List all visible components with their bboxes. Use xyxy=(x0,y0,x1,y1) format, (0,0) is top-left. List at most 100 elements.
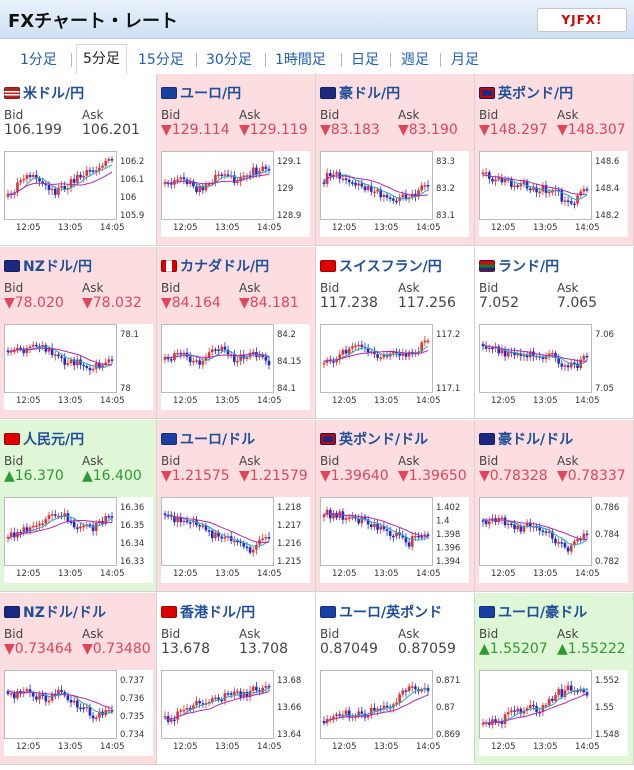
candle xyxy=(98,711,101,718)
pair-name-link[interactable]: スイスフラン/円 xyxy=(320,256,442,276)
y-tick-label: 1.394 xyxy=(436,557,460,567)
candle xyxy=(226,693,230,695)
tab-15min[interactable]: 15分足 xyxy=(138,52,184,68)
candle xyxy=(376,189,379,192)
candle xyxy=(104,710,107,716)
candle xyxy=(420,342,423,352)
y-tick-label: 0.736 xyxy=(120,694,144,704)
pair-name-link[interactable]: 英ポンド/ドル xyxy=(320,429,428,449)
rate-card[interactable]: 米ドル/円 Bid Ask 106.199 106.201 106.2 106.1 106 10… xyxy=(0,74,157,246)
y-tick-label: 13.68 xyxy=(277,676,301,686)
moving-average-line xyxy=(164,691,270,721)
pair-name-link[interactable]: カナダドル/円 xyxy=(161,256,269,276)
pair-name: 香港ドル/円 xyxy=(180,605,256,621)
rate-card[interactable]: 香港ドル/円 Bid Ask 13.678 13.708 13.68 13.66 13.64 1… xyxy=(157,593,316,765)
candle xyxy=(6,350,10,353)
candle xyxy=(248,690,252,698)
pair-name-link[interactable]: 豪ドル/円 xyxy=(320,83,400,103)
candle xyxy=(242,691,246,698)
mini-candlestick-chart[interactable]: 1.218 1.217 1.216 1.215 12:05 13:05 14:05 xyxy=(161,497,310,583)
mini-candlestick-chart[interactable]: 106.2 106.1 106 105.9 12:05 13:05 14:05 xyxy=(4,151,153,237)
pair-name-link[interactable]: 米ドル/円 xyxy=(4,83,84,103)
tab-5min[interactable]: 5分足 xyxy=(76,44,127,75)
mini-candlestick-chart[interactable]: 0.786 0.784 0.782 12:05 13:05 14:05 xyxy=(479,497,628,583)
candle xyxy=(223,174,227,176)
pair-name-link[interactable]: NZドル/円 xyxy=(4,256,92,276)
rate-card[interactable]: 英ポンド/ドル Bid Ask ▼1.39640 ▼1.39650 1.402 1.4 1.3… xyxy=(316,420,475,592)
mini-candlestick-chart[interactable]: 84.2 84.15 84.1 12:05 13:05 14:05 xyxy=(161,324,310,410)
pair-name: 英ポンド/ドル xyxy=(339,432,429,448)
y-tick-label: 13.64 xyxy=(277,730,301,740)
rate-card[interactable]: ユーロ/豪ドル Bid Ask ▲1.55207 ▲1.55222 1.552 1.55 1.… xyxy=(475,593,634,765)
mini-candlestick-chart[interactable]: 0.871 0.87 0.869 12:05 13:05 14:05 xyxy=(320,670,469,756)
candle xyxy=(491,178,494,182)
candle xyxy=(566,200,570,202)
rate-card[interactable]: NZドル/ドル Bid Ask ▼0.73464 ▼0.73480 0.737 0.736 0… xyxy=(0,593,157,765)
mini-candlestick-chart[interactable]: 148.6 148.4 148.2 12:05 13:05 14:05 xyxy=(479,151,628,237)
pair-name-link[interactable]: ランド/円 xyxy=(479,256,559,276)
pair-name-link[interactable]: 英ポンド/円 xyxy=(479,83,573,103)
candle xyxy=(503,714,507,725)
rate-card[interactable]: ユーロ/ドル Bid Ask ▼1.21575 ▼1.21579 1.218 1.217 1.… xyxy=(157,420,316,592)
pair-name-link[interactable]: ユーロ/円 xyxy=(161,83,241,103)
bid-label: Bid xyxy=(161,108,181,122)
rate-card[interactable]: ユーロ/英ポンド Bid Ask 0.87049 0.87059 0.871 0.87 0.8… xyxy=(316,593,475,765)
rate-card[interactable]: ユーロ/円 Bid Ask ▼129.114 ▼129.119 129.1 129 128.9… xyxy=(157,74,316,246)
yjfx-logo[interactable]: YJFX! xyxy=(537,8,627,32)
tab-monthly[interactable]: 月足 xyxy=(451,52,479,68)
candle xyxy=(264,685,268,688)
pair-name-link[interactable]: 人民元/円 xyxy=(4,429,84,449)
y-tick-label: 1.55 xyxy=(595,703,614,713)
rate-card[interactable]: 豪ドル/ドル Bid Ask ▼0.78328 ▼0.78337 0.786 0.784 0.… xyxy=(475,420,634,592)
rate-card[interactable]: 人民元/円 Bid Ask ▲16.370 ▲16.400 16.36 16.35 16.34… xyxy=(0,420,157,592)
candle xyxy=(173,719,176,721)
candle xyxy=(13,350,16,353)
candle xyxy=(255,544,258,550)
moving-average-line xyxy=(323,175,429,197)
candle xyxy=(373,707,376,711)
rate-card[interactable]: 豪ドル/円 Bid Ask ▼83.183 ▼83.190 83.3 83.2 83.1 12:… xyxy=(316,74,475,246)
mini-candlestick-chart[interactable]: 0.737 0.736 0.735 0.734 12:05 13:05 14:05 xyxy=(4,670,153,756)
rate-card[interactable]: ランド/円 Bid Ask 7.052 7.065 7.06 7.05 12:05 13:05 1… xyxy=(475,247,634,419)
mini-candlestick-chart[interactable]: 1.552 1.55 1.548 12:05 13:05 14:05 xyxy=(479,670,628,756)
mini-candlestick-chart[interactable]: 7.06 7.05 12:05 13:05 14:05 xyxy=(479,324,628,410)
rate-card[interactable]: 英ポンド/円 Bid Ask ▼148.297 ▼148.307 148.6 148.4 14… xyxy=(475,74,634,246)
mini-candlestick-chart[interactable]: 78.1 78 12:05 13:05 14:05 xyxy=(4,324,153,410)
candle xyxy=(207,352,211,359)
candle xyxy=(322,514,326,518)
ask-label: Ask xyxy=(398,108,420,122)
mini-candlestick-chart[interactable]: 1.402 1.4 1.398 1.396 1.394 12:05 13:05 14:05 xyxy=(320,497,469,583)
candle xyxy=(236,691,239,693)
mini-candlestick-chart[interactable]: 117.2 117.1 12:05 13:05 14:05 xyxy=(320,324,469,410)
mini-candlestick-chart[interactable]: 13.68 13.66 13.64 12:05 13:05 14:05 xyxy=(161,670,310,756)
rate-card[interactable]: NZドル/円 Bid Ask ▼78.020 ▼78.032 78.1 78 12:05 13:… xyxy=(0,247,157,419)
x-time-label: 14:05 xyxy=(575,396,600,406)
rate-card[interactable]: カナダドル/円 Bid Ask ▼84.164 ▼84.181 84.2 84.15 84.1… xyxy=(157,247,316,419)
tab-1min[interactable]: 1分足 xyxy=(20,52,57,68)
mini-candlestick-chart[interactable]: 83.3 83.2 83.1 12:05 13:05 14:05 xyxy=(320,151,469,237)
x-time-label: 13:05 xyxy=(533,223,558,233)
pair-name-link[interactable]: 香港ドル/円 xyxy=(161,602,255,622)
candle xyxy=(195,186,198,193)
pair-name-link[interactable]: ユーロ/豪ドル xyxy=(479,602,587,622)
rate-card[interactable]: スイスフラン/円 Bid Ask 117.238 117.256 117.2 117.1 12… xyxy=(316,247,475,419)
candle xyxy=(239,354,242,361)
tab-weekly[interactable]: 週足 xyxy=(401,52,429,68)
candle xyxy=(563,365,567,367)
pair-name-link[interactable]: NZドル/ドル xyxy=(4,602,106,622)
mini-candlestick-chart[interactable]: 129.1 129 128.9 12:05 13:05 14:05 xyxy=(161,151,310,237)
mini-candlestick-chart[interactable]: 16.36 16.35 16.34 16.33 12:05 13:05 14:05 xyxy=(4,497,153,583)
pair-name-link[interactable]: 豪ドル/ドル xyxy=(479,429,573,449)
x-time-label: 13:05 xyxy=(215,223,240,233)
candle xyxy=(28,689,32,693)
candle xyxy=(579,538,582,541)
pair-name-link[interactable]: ユーロ/ドル xyxy=(161,429,255,449)
bid-label: Bid xyxy=(4,627,24,641)
tab-1hour[interactable]: 1時間足 xyxy=(275,52,326,68)
x-time-label: 14:05 xyxy=(100,396,125,406)
tab-daily[interactable]: 日足 xyxy=(351,52,379,68)
tab-30min[interactable]: 30分足 xyxy=(206,52,252,68)
x-time-label: 13:05 xyxy=(374,396,399,406)
pair-name-link[interactable]: ユーロ/英ポンド xyxy=(320,602,442,622)
bid-label: Bid xyxy=(320,627,340,641)
